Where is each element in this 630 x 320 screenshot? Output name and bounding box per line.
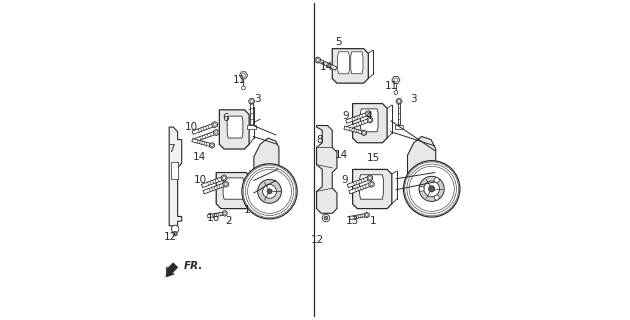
- Circle shape: [428, 186, 435, 192]
- Text: 1: 1: [370, 216, 376, 226]
- Polygon shape: [349, 183, 372, 194]
- Polygon shape: [392, 76, 400, 84]
- Text: 6: 6: [222, 113, 229, 123]
- Polygon shape: [315, 57, 321, 63]
- Polygon shape: [214, 129, 219, 136]
- Circle shape: [419, 176, 444, 201]
- Polygon shape: [316, 125, 337, 213]
- Text: 15: 15: [367, 153, 380, 164]
- Circle shape: [242, 164, 297, 219]
- Text: 12: 12: [311, 235, 324, 245]
- Polygon shape: [408, 136, 436, 193]
- Text: 14: 14: [319, 62, 333, 73]
- Polygon shape: [207, 212, 225, 218]
- Polygon shape: [347, 118, 370, 130]
- Polygon shape: [344, 126, 364, 134]
- Polygon shape: [360, 109, 378, 132]
- Polygon shape: [362, 130, 367, 136]
- Text: 3: 3: [254, 94, 260, 104]
- Polygon shape: [216, 172, 251, 209]
- Text: 7: 7: [168, 144, 175, 154]
- Polygon shape: [212, 122, 217, 128]
- Polygon shape: [350, 213, 367, 220]
- Circle shape: [403, 161, 460, 217]
- Circle shape: [258, 180, 282, 203]
- Polygon shape: [250, 101, 253, 125]
- Polygon shape: [171, 162, 178, 179]
- Text: 11: 11: [385, 81, 398, 91]
- Text: 13: 13: [345, 216, 358, 226]
- Polygon shape: [223, 181, 229, 187]
- Text: FR.: FR.: [184, 261, 203, 271]
- Polygon shape: [353, 169, 392, 209]
- Polygon shape: [221, 175, 227, 181]
- Polygon shape: [364, 212, 369, 218]
- Circle shape: [394, 91, 398, 94]
- Text: 3: 3: [411, 94, 417, 104]
- Circle shape: [267, 189, 272, 194]
- Text: 8: 8: [316, 135, 323, 145]
- Polygon shape: [360, 175, 384, 199]
- Polygon shape: [338, 52, 350, 74]
- Polygon shape: [365, 110, 371, 117]
- Circle shape: [424, 181, 440, 197]
- Text: 4: 4: [365, 111, 372, 121]
- Polygon shape: [193, 131, 217, 142]
- Text: 9: 9: [343, 111, 349, 121]
- Polygon shape: [239, 72, 248, 79]
- Polygon shape: [317, 59, 337, 70]
- Circle shape: [242, 86, 245, 90]
- Circle shape: [324, 216, 328, 220]
- Polygon shape: [210, 143, 214, 148]
- Polygon shape: [169, 127, 181, 226]
- Circle shape: [171, 225, 179, 233]
- Text: 12: 12: [164, 232, 177, 242]
- Circle shape: [434, 195, 439, 200]
- Circle shape: [173, 231, 177, 236]
- Circle shape: [419, 186, 424, 191]
- Polygon shape: [192, 123, 215, 134]
- Circle shape: [263, 184, 277, 198]
- Polygon shape: [353, 104, 387, 143]
- Polygon shape: [347, 176, 370, 188]
- Text: 10: 10: [194, 175, 207, 185]
- Polygon shape: [227, 116, 243, 138]
- Polygon shape: [367, 117, 372, 123]
- Circle shape: [434, 178, 439, 183]
- Polygon shape: [249, 99, 255, 104]
- Polygon shape: [367, 175, 372, 181]
- Text: 10: 10: [185, 122, 198, 132]
- Text: 5: 5: [335, 37, 342, 47]
- Polygon shape: [222, 211, 227, 216]
- Polygon shape: [369, 181, 374, 187]
- Text: 2: 2: [226, 216, 232, 226]
- Text: 11: 11: [233, 75, 246, 85]
- Text: 14: 14: [192, 152, 205, 162]
- Polygon shape: [332, 49, 369, 83]
- Polygon shape: [166, 263, 178, 277]
- Polygon shape: [192, 139, 212, 147]
- Text: 9: 9: [341, 175, 348, 185]
- Polygon shape: [396, 99, 402, 104]
- Polygon shape: [398, 101, 401, 125]
- Polygon shape: [219, 110, 249, 149]
- Polygon shape: [351, 52, 363, 74]
- Text: 1: 1: [244, 205, 251, 215]
- Polygon shape: [254, 138, 279, 188]
- Text: 14: 14: [335, 150, 348, 160]
- Polygon shape: [223, 178, 244, 199]
- Polygon shape: [202, 176, 225, 188]
- Polygon shape: [395, 125, 403, 129]
- Polygon shape: [203, 183, 226, 194]
- Text: 16: 16: [207, 213, 220, 223]
- Circle shape: [322, 214, 329, 222]
- Polygon shape: [346, 112, 369, 123]
- Polygon shape: [248, 125, 256, 129]
